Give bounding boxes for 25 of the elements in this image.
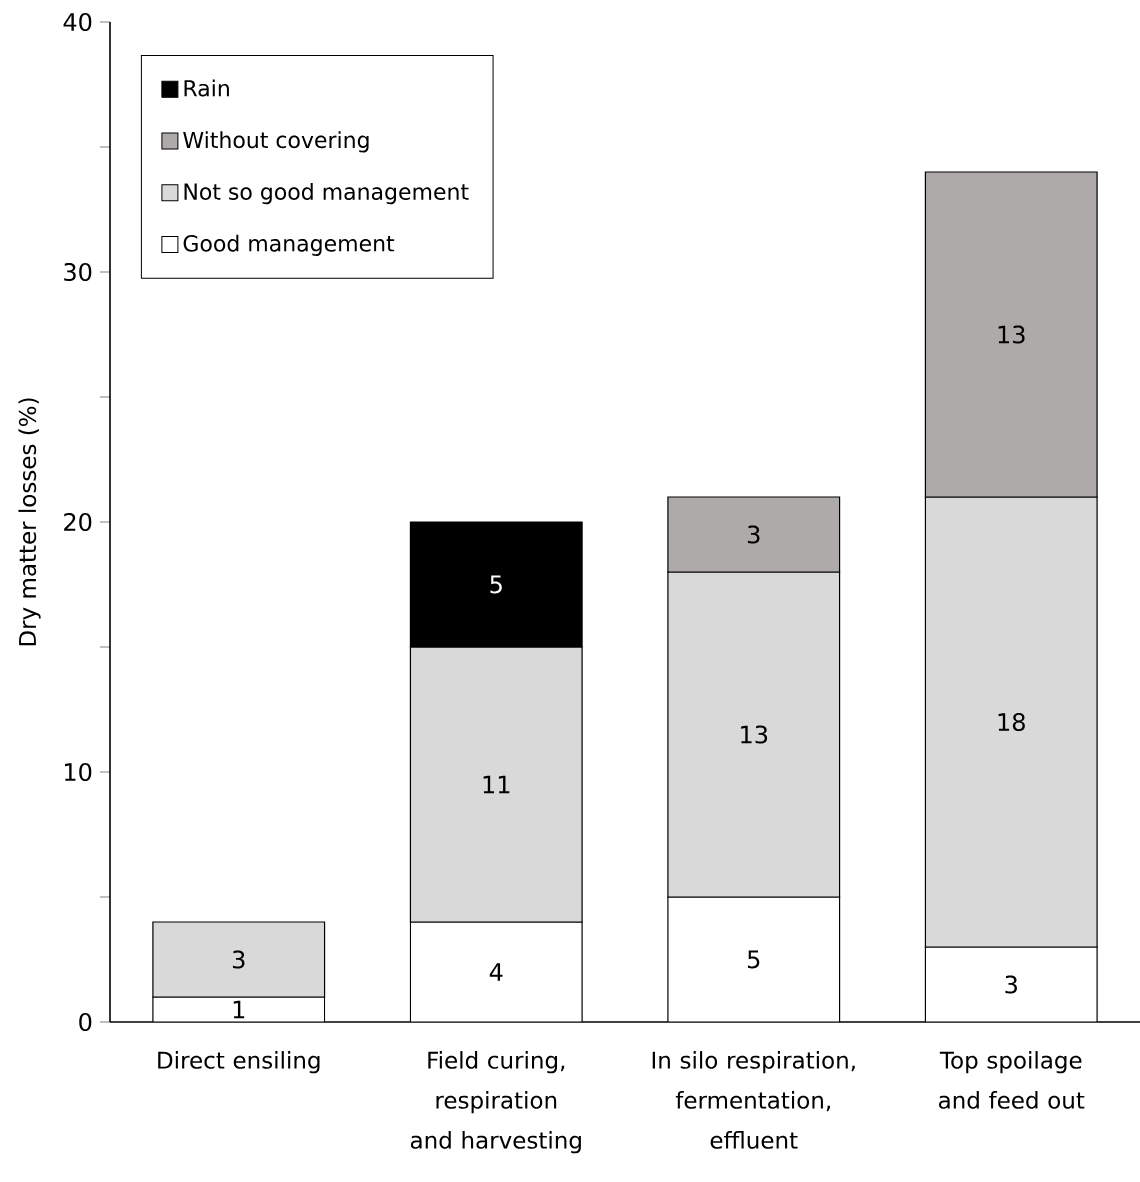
data-label: 3 [1005,975,1017,994]
y-tick-label: 20 [64,512,92,532]
legend-label: Rain [184,79,229,97]
data-label: 13 [741,725,768,744]
y-tick-label: 0 [79,1012,92,1032]
data-label: 4 [489,963,503,981]
legend-label: Good management [183,234,395,256]
y-tick-label: 40 [63,12,92,32]
y-axis-title: Dry matter losses (%) [18,398,41,646]
legend-label: Without covering [183,131,369,153]
x-tick-label: Field curing, respiration and harvesting [410,1051,581,1154]
data-label: 11 [483,775,510,794]
x-tick-label: In silo respiration, fermentation, effluent [652,1051,855,1149]
data-label: 5 [490,575,502,594]
x-tick-label: Top spoilage and feed out [939,1051,1085,1109]
y-tick-label: 10 [65,762,92,782]
y-tick-label: 30 [64,262,92,282]
data-label: 5 [747,950,760,969]
data-label: 1 [233,1000,245,1019]
data-label: 3 [747,525,760,544]
legend-label: Not so good management [184,182,469,205]
data-label: 13 [998,325,1025,344]
data-label: 3 [232,950,245,969]
data-label: 18 [998,712,1025,732]
x-tick-label: Direct ensiling [158,1051,320,1074]
